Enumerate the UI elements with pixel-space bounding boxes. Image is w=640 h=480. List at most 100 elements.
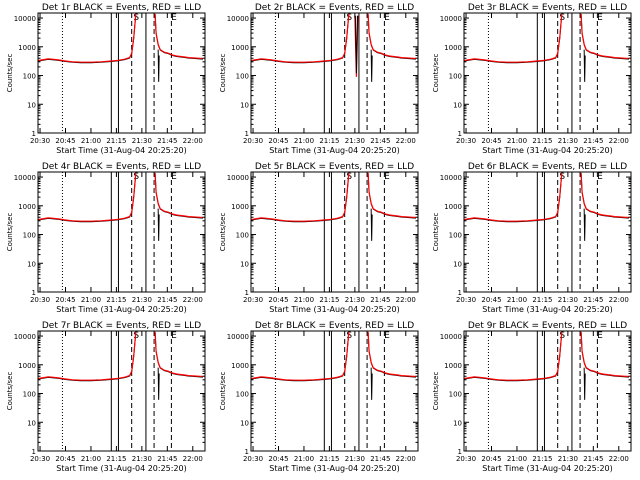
y-tick-label: 10 xyxy=(240,260,249,268)
x-tick-label: 21:30 xyxy=(132,455,152,463)
x-tick-label: 20:45 xyxy=(268,455,288,463)
plot-frame xyxy=(250,171,419,293)
y-tick-label: 10000 xyxy=(440,174,462,182)
x-tick-label: 21:45 xyxy=(370,296,390,304)
y-tick-label: 1 xyxy=(245,448,249,456)
series-events-line xyxy=(38,14,137,64)
y-tick-label: 100 xyxy=(236,73,249,81)
y-tick-label: 1 xyxy=(458,448,462,456)
plot-frame xyxy=(37,12,206,134)
x-tick-label: 21:30 xyxy=(558,455,578,463)
chart-data-group xyxy=(38,172,204,241)
x-tick-label: 20:45 xyxy=(55,455,75,463)
x-tick-label: 21:00 xyxy=(294,455,314,463)
x-tick-label: 21:45 xyxy=(370,455,390,463)
x-tick-label: 21:00 xyxy=(507,455,527,463)
series-lld-line xyxy=(580,172,630,219)
series-lld-line xyxy=(580,331,630,378)
x-tick-label: 21:45 xyxy=(583,137,603,145)
saa-label: E xyxy=(384,13,390,23)
series-events-line xyxy=(251,332,350,382)
x-axis-label: Start Time (31-Aug-04 20:25:20) xyxy=(482,464,613,473)
series-events-line xyxy=(580,173,630,219)
x-tick-label: 20:30 xyxy=(456,455,476,463)
x-tick-label: 21:30 xyxy=(132,296,152,304)
events-dip xyxy=(583,49,586,82)
saa-label: S xyxy=(559,331,565,341)
x-tick-label: 21:45 xyxy=(157,137,177,145)
x-tick-label: 21:45 xyxy=(157,455,177,463)
series-events-line xyxy=(464,332,563,382)
y-axis-label: Counts/sec xyxy=(432,54,440,93)
chart-title: Det 8r BLACK = Events, RED = LLD xyxy=(255,321,414,331)
series-events-line xyxy=(464,173,563,223)
x-tick-label: 22:00 xyxy=(609,137,629,145)
x-tick-label: 21:15 xyxy=(106,455,126,463)
y-tick-label: 1 xyxy=(32,448,36,456)
series-lld-line xyxy=(580,13,630,60)
y-tick-label: 100 xyxy=(23,73,36,81)
y-axis-label: Counts/sec xyxy=(6,372,14,411)
y-tick-label: 1000 xyxy=(444,203,462,211)
y-tick-label: 1000 xyxy=(231,203,249,211)
y-tick-label: 10000 xyxy=(227,174,249,182)
y-tick-label: 1000 xyxy=(18,362,36,370)
series-lld-line xyxy=(464,172,563,222)
chart-title: Det 4r BLACK = Events, RED = LLD xyxy=(42,162,201,172)
series-lld-line xyxy=(367,172,417,219)
series-lld-line xyxy=(367,13,417,60)
x-tick-label: 20:45 xyxy=(55,137,75,145)
x-tick-label: 21:00 xyxy=(81,296,101,304)
y-tick-label: 10 xyxy=(240,101,249,109)
chart-data-group xyxy=(38,13,204,82)
x-tick-label: 20:45 xyxy=(55,296,75,304)
x-tick-label: 21:15 xyxy=(532,137,552,145)
y-axis-label: Counts/sec xyxy=(219,213,227,252)
x-tick-label: 20:30 xyxy=(456,296,476,304)
saa-label: E xyxy=(597,331,603,341)
y-tick-label: 1 xyxy=(245,289,249,297)
series-events-line xyxy=(464,14,563,64)
x-tick-label: 20:30 xyxy=(243,296,263,304)
series-lld-line xyxy=(38,13,137,63)
x-tick-label: 20:30 xyxy=(30,455,50,463)
y-tick-label: 1000 xyxy=(18,44,36,52)
y-tick-label: 10 xyxy=(453,419,462,427)
x-tick-label: 20:30 xyxy=(30,296,50,304)
events-dip xyxy=(370,49,373,82)
x-tick-label: 21:00 xyxy=(81,137,101,145)
x-tick-label: 21:45 xyxy=(583,296,603,304)
saa-label: S xyxy=(133,172,139,182)
saa-label: E xyxy=(384,172,390,182)
saa-label: S xyxy=(346,331,352,341)
x-tick-label: 21:45 xyxy=(583,455,603,463)
y-tick-label: 100 xyxy=(23,232,36,240)
x-tick-label: 20:45 xyxy=(481,137,501,145)
x-tick-label: 22:00 xyxy=(183,455,203,463)
x-axis-label: Start Time (31-Aug-04 20:25:20) xyxy=(56,305,187,314)
x-tick-label: 20:45 xyxy=(268,296,288,304)
y-tick-label: 100 xyxy=(236,391,249,399)
y-tick-label: 1 xyxy=(32,289,36,297)
y-tick-label: 100 xyxy=(449,73,462,81)
saa-label: S xyxy=(346,13,352,23)
x-tick-label: 21:30 xyxy=(132,137,152,145)
y-axis-label: Counts/sec xyxy=(219,54,227,93)
chart-title: Det 3r BLACK = Events, RED = LLD xyxy=(468,3,627,13)
series-events-line xyxy=(38,173,137,223)
x-tick-label: 21:30 xyxy=(558,296,578,304)
chart-data-group xyxy=(251,13,417,82)
plot-frame xyxy=(463,171,632,293)
x-tick-label: 22:00 xyxy=(396,137,416,145)
series-events-line xyxy=(251,173,350,223)
y-axis-label: Counts/sec xyxy=(219,372,227,411)
saa-label: S xyxy=(346,172,352,182)
saa-label: S xyxy=(559,13,565,23)
saa-label: S xyxy=(133,331,139,341)
y-tick-label: 10000 xyxy=(227,15,249,23)
y-tick-label: 1000 xyxy=(18,203,36,211)
events-dip xyxy=(370,208,373,241)
